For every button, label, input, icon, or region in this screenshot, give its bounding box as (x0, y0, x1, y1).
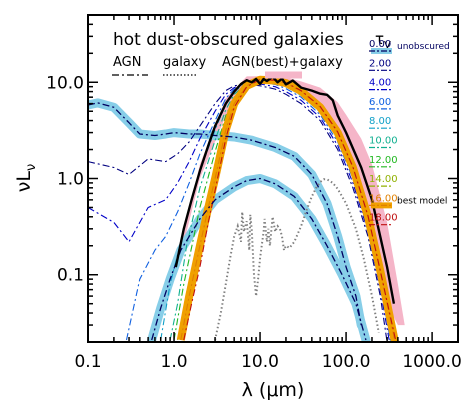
obscured-agn-curves (88, 75, 399, 342)
legend-agn-label: AGN (113, 55, 141, 70)
tau-legend-value: 4.00 (369, 78, 391, 89)
unobscured-upper-curve (88, 102, 362, 326)
tau-legend-value: 2.00 (369, 58, 391, 69)
tau-legend-value: 18.00 (369, 213, 398, 224)
tau-legend-title: τV (375, 30, 391, 51)
x-tick-label: 0.1 (74, 352, 101, 372)
tau-legend-note: unobscured (397, 42, 450, 52)
chart-title: hot dust-obscured galaxies (113, 30, 344, 50)
x-tick-label: 1.0 (161, 352, 188, 372)
foreground-curves (88, 75, 396, 341)
y-tick-label: 10.0 (46, 73, 84, 93)
tau-legend-value: 6.00 (369, 97, 391, 108)
tau-10-curve (169, 80, 394, 342)
galaxy-curve (214, 178, 380, 341)
x-axis-title: λ (μm) (242, 379, 305, 401)
svg-text:νLν: νLν (13, 164, 39, 192)
tau-legend-value: 0.00 (369, 39, 391, 50)
y-axis-title-main: νL (13, 171, 35, 193)
legend-total-label: AGN(best)+galaxy (222, 55, 343, 70)
axis-ticks (87, 14, 459, 343)
y-axis-title-sub: ν (24, 164, 39, 171)
line-style-legend: AGN galaxy AGN(best)+galaxy (112, 55, 343, 79)
x-tick-label: 10.0 (241, 352, 279, 372)
tau-legend-value: 16.00 (369, 193, 398, 204)
x-tick-label: 1000.0 (402, 352, 461, 372)
tau-legend-value: 8.00 (369, 116, 391, 127)
tau-legend-note: best model (397, 196, 447, 206)
tau-legend-value: 10.00 (369, 136, 398, 147)
tau-legend-value: 14.00 (369, 174, 398, 185)
tick-labels: 0.1 1.0 10.0 100.0 1000.0 0.1 1.0 10.0 (46, 73, 462, 372)
tau-legend-value: 12.00 (369, 155, 398, 166)
tau-legend-title-sub: V (384, 40, 391, 51)
y-tick-label: 1.0 (57, 170, 84, 190)
x-tick-label: 100.0 (322, 352, 371, 372)
legend-galaxy-label: galaxy (163, 55, 206, 70)
tau-legend: 0.00 unobscured 2.00 4.00 6.00 8.00 10.00 12.00… (369, 39, 450, 226)
y-tick-label: 0.1 (57, 266, 84, 286)
tau-legend-title-main: τ (375, 30, 384, 48)
best-model-band (176, 75, 399, 342)
y-axis-title: νLν (13, 164, 39, 192)
